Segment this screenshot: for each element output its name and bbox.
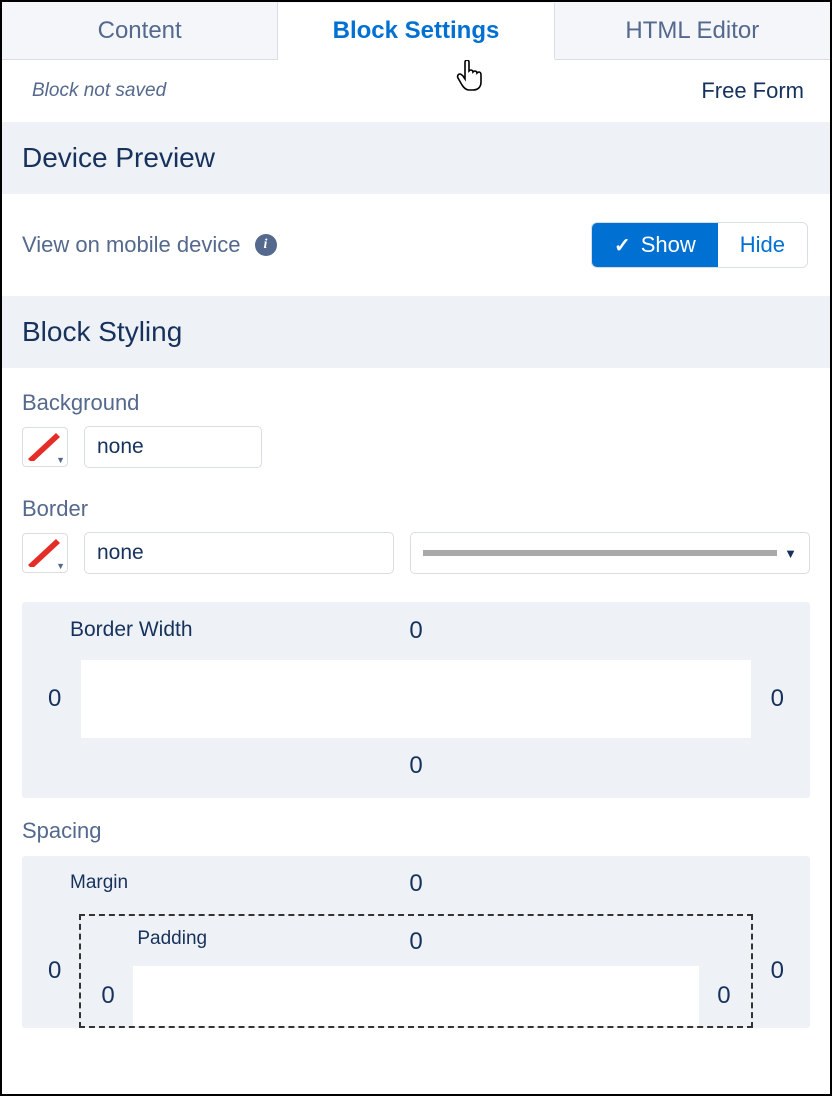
border-width-inner (81, 660, 750, 738)
border-value-input[interactable] (84, 532, 394, 574)
mobile-preview-row: View on mobile device i ✓ Show Hide (2, 194, 830, 296)
chevron-down-icon: ▼ (56, 455, 65, 465)
background-value-input[interactable] (84, 426, 262, 468)
border-label: Border (22, 496, 810, 522)
spacing-box: Margin 0 0 Padding 0 0 0 0 (22, 856, 810, 1028)
check-icon: ✓ (614, 233, 631, 258)
padding-inner (133, 966, 700, 1026)
border-width-right[interactable]: 0 (771, 685, 784, 713)
chevron-down-icon: ▼ (56, 561, 65, 571)
padding-label: Padding (137, 928, 207, 950)
border-color-swatch[interactable]: ▼ (22, 533, 68, 573)
status-row: Block not saved Free Form (2, 60, 830, 122)
chevron-down-icon: ▼ (784, 546, 797, 561)
show-label: Show (641, 232, 696, 258)
block-styling-header: Block Styling (2, 296, 830, 368)
padding-top[interactable]: 0 (409, 928, 422, 956)
block-styling-body: Background ▼ Border ▼ ▼ Border Width 0 0… (2, 368, 830, 1050)
margin-left[interactable]: 0 (48, 957, 61, 985)
border-style-preview (423, 550, 777, 556)
spacing-label: Spacing (22, 818, 810, 844)
background-label: Background (22, 390, 810, 416)
tab-block-settings[interactable]: Block Settings (278, 3, 554, 60)
padding-right[interactable]: 0 (717, 982, 730, 1010)
padding-left[interactable]: 0 (101, 982, 114, 1010)
border-style-select[interactable]: ▼ (410, 532, 810, 574)
tab-html-editor[interactable]: HTML Editor (555, 2, 830, 59)
border-width-bottom[interactable]: 0 (409, 752, 422, 780)
show-hide-toggle: ✓ Show Hide (591, 222, 808, 268)
free-form-label: Free Form (701, 78, 804, 104)
padding-box: Padding 0 0 0 (79, 914, 752, 1028)
border-width-box: Border Width 0 0 0 0 (22, 602, 810, 798)
device-preview-header: Device Preview (2, 122, 830, 194)
border-width-label: Border Width (70, 618, 193, 642)
margin-top[interactable]: 0 (409, 870, 422, 900)
background-color-swatch[interactable]: ▼ (22, 427, 68, 467)
margin-label: Margin (70, 872, 128, 894)
view-on-mobile-label: View on mobile device (22, 232, 241, 258)
hide-button[interactable]: Hide (718, 223, 807, 267)
border-width-left[interactable]: 0 (48, 685, 61, 713)
block-not-saved-label: Block not saved (32, 80, 166, 102)
show-button[interactable]: ✓ Show (592, 223, 718, 267)
margin-right[interactable]: 0 (771, 957, 784, 985)
info-icon[interactable]: i (255, 234, 277, 256)
tabs-bar: Content Block Settings HTML Editor (2, 2, 830, 60)
border-width-top[interactable]: 0 (409, 617, 422, 645)
tab-content[interactable]: Content (2, 2, 278, 59)
